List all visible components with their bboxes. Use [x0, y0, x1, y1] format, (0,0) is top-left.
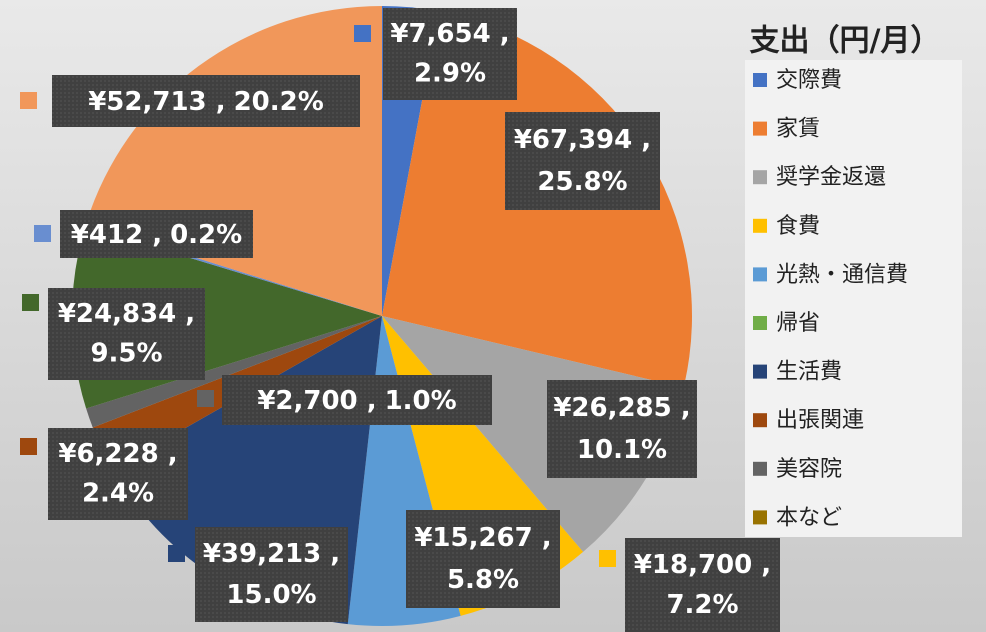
value-label: ¥7,654 ,: [390, 19, 509, 49]
percent-label: 2.4%: [82, 479, 154, 509]
legend-swatch: [753, 316, 767, 330]
label-marker: [599, 550, 616, 567]
value-label: ¥52,713 ,: [88, 87, 225, 117]
legend-swatch: [753, 73, 767, 87]
legend-swatch: [753, 510, 767, 525]
label-box: [547, 380, 697, 478]
percent-label: 1.0%: [385, 386, 457, 416]
label-box: [222, 375, 492, 425]
percent-label: 2.9%: [414, 59, 486, 89]
label-box: [48, 288, 205, 380]
label-box: [52, 75, 360, 127]
label-marker: [20, 92, 37, 109]
value-label: ¥24,834 ,: [58, 299, 195, 329]
percent-label: 10.1%: [577, 435, 667, 465]
legend-label: 奨学金返還: [776, 165, 886, 190]
pie-slice: [86, 316, 383, 428]
legend-swatch: [753, 461, 767, 476]
label-box: [406, 510, 560, 608]
label-box: [383, 8, 517, 100]
label-box: [195, 527, 348, 622]
legend-label: 交際費: [776, 68, 842, 93]
legend-swatch: [753, 121, 767, 136]
value-label: ¥6,228 ,: [58, 439, 177, 469]
legend-swatch: [753, 413, 767, 428]
value-label: ¥2,700 ,: [257, 386, 376, 416]
legend-label: 出張関連: [776, 408, 864, 433]
label-box: [625, 538, 780, 632]
label-marker: [20, 438, 37, 455]
percent-label: 9.5%: [90, 339, 162, 369]
data-label: ¥412 , 0.2%: [71, 220, 242, 250]
label-box: [48, 428, 188, 520]
value-label: ¥67,394 ,: [514, 125, 651, 155]
legend-label: 家賃: [776, 117, 820, 142]
legend-label: 生活費: [776, 360, 842, 385]
value-label: ¥15,267 ,: [414, 523, 551, 553]
label-marker: [34, 225, 51, 242]
pie-slice: [382, 316, 684, 552]
legend-label: 光熱・通信費: [776, 262, 908, 287]
data-labels: ¥7,654 , 2.9% ¥67,394 , 25.8% ¥26,285 , 10.1%…: [20, 8, 780, 632]
chart-title: 支出（円/月）: [750, 24, 941, 59]
data-label: ¥2,700 , 1.0%: [257, 386, 456, 416]
percent-label: 25.8%: [537, 167, 627, 197]
label-marker: [22, 294, 39, 311]
percent-label: 0.2%: [170, 220, 242, 250]
value-label: ¥26,285 ,: [553, 393, 690, 423]
legend-label: 本など: [776, 505, 842, 530]
value-label: ¥39,213 ,: [203, 539, 340, 569]
label-marker: [354, 25, 371, 42]
legend-label: 食費: [776, 214, 820, 239]
legend-swatch: [753, 364, 767, 379]
legend-box: [745, 60, 962, 537]
legend-label: 帰省: [776, 311, 820, 336]
percent-label: 7.2%: [666, 590, 738, 620]
value-label: ¥18,700 ,: [634, 550, 771, 580]
label-marker: [168, 545, 185, 562]
data-label: ¥52,713 , 20.2%: [88, 87, 324, 117]
legend-label: 美容院: [776, 457, 842, 482]
percent-label: 5.8%: [447, 565, 519, 595]
legend-swatch: [753, 267, 767, 282]
percent-label: 15.0%: [226, 580, 316, 610]
value-label: ¥412 ,: [71, 220, 162, 250]
legend-swatch: [753, 218, 767, 233]
legend-swatch: [753, 170, 767, 185]
percent-label: 20.2%: [234, 87, 324, 117]
label-box: [60, 210, 253, 258]
label-box: [505, 112, 660, 210]
label-marker: [197, 390, 214, 407]
